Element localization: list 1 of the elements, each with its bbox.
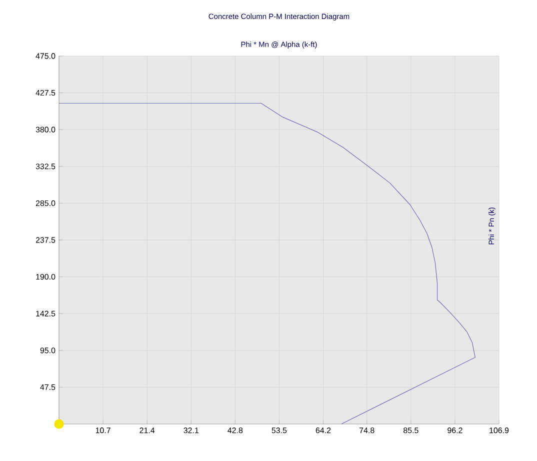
line-series [58,102,476,424]
